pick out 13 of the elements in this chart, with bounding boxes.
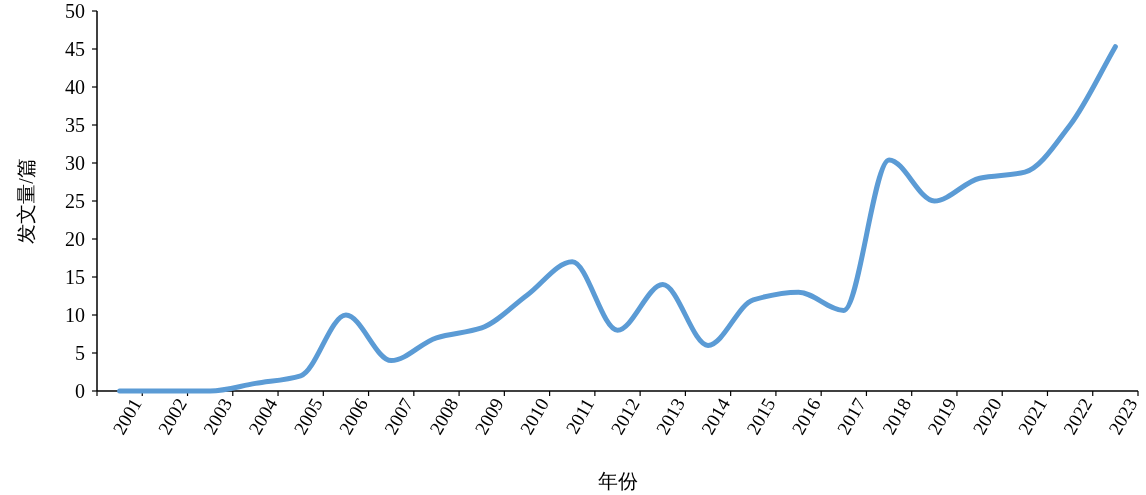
- y-tick-label: 25: [65, 190, 85, 212]
- y-tick-label: 45: [65, 38, 85, 60]
- y-tick-label: 20: [65, 228, 85, 250]
- y-tick-label: 5: [75, 342, 85, 364]
- y-tick-label: 0: [75, 380, 85, 402]
- x-axis-title: 年份: [597, 470, 638, 492]
- y-tick-label: 30: [65, 152, 85, 174]
- y-axis-title: 发文量/篇: [15, 158, 37, 244]
- y-tick-label: 50: [65, 0, 85, 22]
- y-tick-label: 15: [65, 266, 85, 288]
- y-tick-label: 40: [65, 76, 85, 98]
- y-tick-label: 35: [65, 114, 85, 136]
- y-tick-label: 10: [65, 304, 85, 326]
